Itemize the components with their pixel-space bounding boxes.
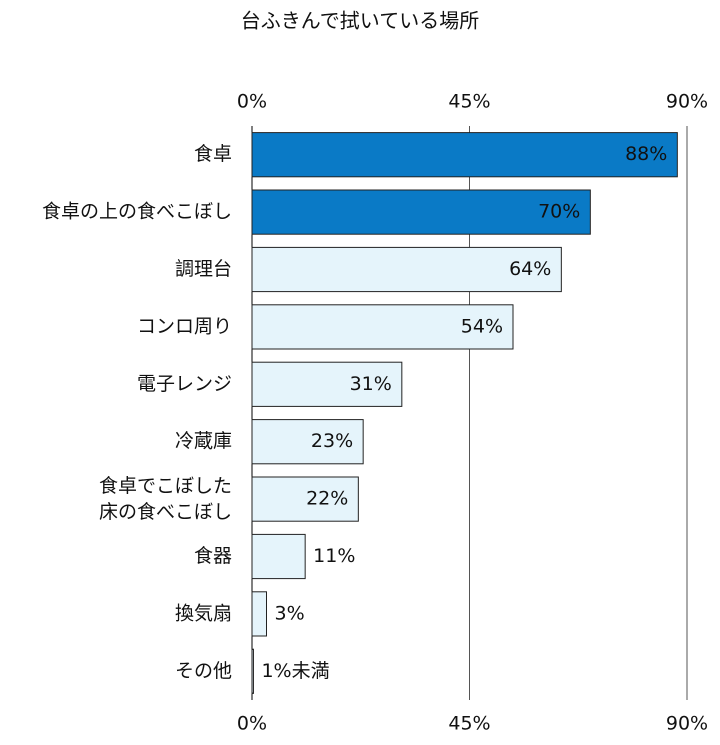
value-label: 54% (461, 315, 503, 337)
bar (251, 304, 514, 350)
y-tick-label: コンロ周り (137, 315, 232, 337)
x-tick-label: 90% (666, 91, 708, 113)
x-tick-label: 45% (448, 713, 490, 735)
bar (251, 189, 591, 235)
bar (251, 246, 562, 293)
value-label: 70% (538, 201, 580, 223)
y-tick-label: 食卓 (194, 143, 232, 165)
y-tick-label: 換気扇 (175, 602, 232, 624)
bar (251, 648, 254, 694)
value-label: 31% (350, 373, 392, 395)
y-tick-label: 調理台 (175, 258, 232, 280)
value-label: 22% (306, 488, 348, 510)
y-tick-label: 食卓でこぼした床の食べこぼし (99, 475, 232, 523)
value-label: 3% (275, 602, 305, 624)
x-tick-label: 0% (237, 91, 267, 113)
bar (251, 419, 364, 465)
bar (251, 361, 403, 407)
value-label: 64% (509, 258, 551, 280)
value-label: 88% (625, 143, 667, 165)
x-tick-label: 0% (237, 713, 267, 735)
x-tick-label: 45% (448, 91, 490, 113)
bar (251, 476, 359, 522)
x-tick-label: 90% (666, 713, 708, 735)
value-label: 23% (311, 430, 353, 452)
bar (251, 591, 267, 637)
y-tick-label: 食卓の上の食べこぼし (42, 201, 232, 223)
bar (251, 132, 678, 178)
value-label: 1%未満 (261, 660, 329, 682)
y-tick-label: その他 (175, 660, 232, 682)
y-tick-label: 電子レンジ (137, 373, 232, 395)
value-label: 11% (313, 545, 355, 567)
bar (251, 533, 306, 580)
y-tick-label: 食器 (194, 545, 232, 567)
chart-title: 台ふきんで拭いている場所 (241, 9, 479, 33)
y-tick-label: 冷蔵庫 (175, 430, 232, 452)
